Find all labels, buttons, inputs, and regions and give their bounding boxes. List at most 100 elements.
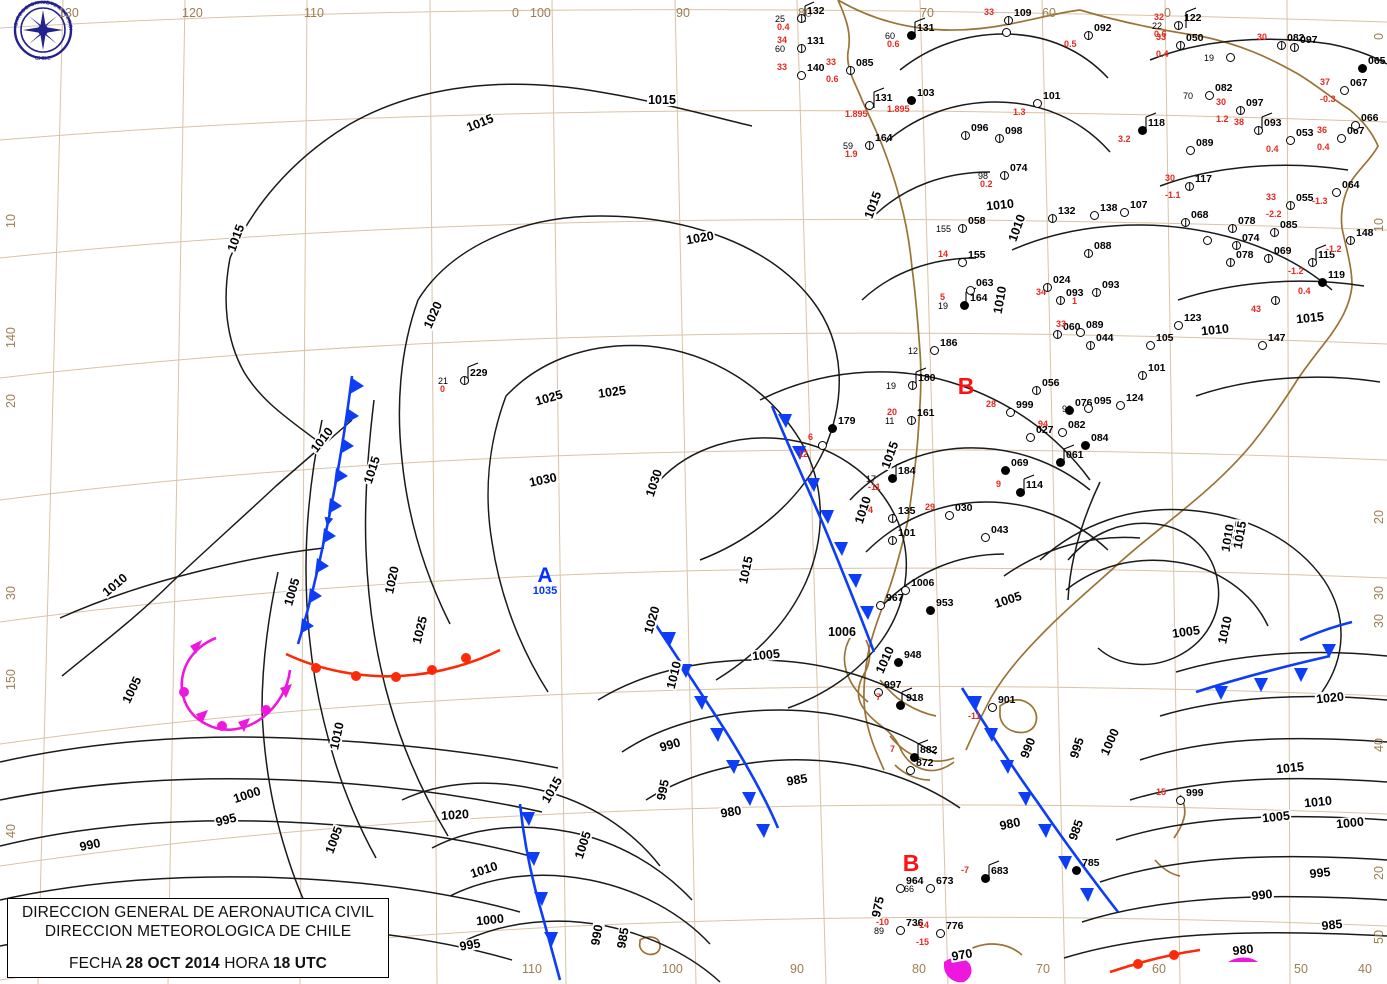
station-pressure: 061 <box>1066 449 1084 461</box>
station-pressure: 089 <box>1086 319 1104 331</box>
station-pressure: 135 <box>898 505 916 517</box>
station-pressure: 105 <box>1156 332 1174 344</box>
station-sky-cover-icon <box>1056 296 1065 305</box>
station-pressure: 097 <box>1300 34 1318 46</box>
warm-fronts <box>285 648 1201 974</box>
station-temperature: -10 <box>876 917 890 927</box>
station-pressure: 024 <box>1053 274 1071 286</box>
station-pressure: 179 <box>838 415 856 427</box>
station-pressure-tendency: 0 <box>440 384 446 394</box>
station-sky-cover-icon <box>888 536 897 545</box>
station-pressure-tendency: 1.895 <box>845 109 868 119</box>
station-sky-cover-icon <box>1086 341 1095 350</box>
station-pressure: 074 <box>1242 232 1260 244</box>
station-sky-cover-icon <box>1138 126 1147 135</box>
station-sky-cover-icon <box>876 601 885 610</box>
station-pressure: 030 <box>955 502 973 514</box>
station-sky-cover-icon <box>1120 208 1129 217</box>
station-sky-cover-icon <box>960 301 969 310</box>
station-sky-cover-icon <box>1176 41 1185 50</box>
station-visibility: 21 <box>438 376 449 386</box>
station-sky-cover-icon <box>1058 428 1067 437</box>
station-pressure-tendency: 0.4 <box>777 22 790 32</box>
station-temperature: 9 <box>996 479 1002 489</box>
station-visibility: 98 <box>978 171 989 181</box>
station-sky-cover-icon <box>901 586 910 595</box>
station-visibility: 19 <box>1204 53 1215 63</box>
station-sky-cover-icon <box>1340 86 1349 95</box>
station-pressure: 147 <box>1268 332 1286 344</box>
station-sky-cover-icon <box>1001 466 1010 475</box>
occluded-front-symbols <box>179 640 292 732</box>
station-sky-cover-icon <box>1065 406 1074 415</box>
station-temperature: 32 <box>1154 12 1165 22</box>
station-pressure-tendency: 0.4 <box>1317 142 1330 152</box>
station-sky-cover-icon <box>1043 283 1052 292</box>
station-pressure: 093 <box>1264 117 1282 129</box>
station-pressure-tendency: -1.3 <box>1312 196 1328 206</box>
station-sky-cover-icon <box>936 929 945 938</box>
station-pressure: 097 <box>1246 97 1264 109</box>
station-pressure: 043 <box>991 524 1009 536</box>
station-sky-cover-icon <box>896 926 905 935</box>
station-temperature: 33 <box>984 7 995 17</box>
agency-line-1: DIRECCION GENERAL DE AERONAUTICA CIVIL <box>21 904 375 921</box>
station-visibility: 89 <box>874 926 885 936</box>
station-sky-cover-icon <box>874 688 883 697</box>
station-pressure: 736 <box>906 917 924 929</box>
station-temperature: 33 <box>826 57 837 67</box>
station-pressure: 065 <box>1368 55 1386 67</box>
station-pressure: 161 <box>917 407 935 419</box>
station-sky-cover-icon <box>1056 458 1065 467</box>
station-temperature: -7 <box>961 865 970 875</box>
station-pressure: 123 <box>1184 312 1202 324</box>
station-visibility: 99 <box>1062 404 1073 414</box>
station-pressure-tendency: 0.5 <box>1064 39 1077 49</box>
station-pressure: 1006 <box>911 577 935 589</box>
station-temperature: 5 <box>940 292 946 302</box>
station-sky-cover-icon <box>1277 41 1286 50</box>
station-visibility: 66 <box>904 884 915 894</box>
station-sky-cover-icon <box>945 511 954 520</box>
station-pressure: 114 <box>1026 479 1043 491</box>
station-pressure: 053 <box>1296 127 1314 139</box>
station-sky-cover-icon <box>1185 182 1194 191</box>
station-sky-cover-icon <box>888 474 897 483</box>
station-pressure-tendency: 1.9 <box>845 149 858 159</box>
station-visibility: 12 <box>908 346 919 356</box>
station-sky-cover-icon <box>1033 99 1042 108</box>
station-sky-cover-icon <box>910 753 919 762</box>
station-visibility: 19 <box>886 381 897 391</box>
station-pressure: 117 <box>1195 173 1212 185</box>
station-visibility: 17 <box>866 474 877 484</box>
station-pressure: 776 <box>946 920 964 932</box>
compass-rose-icon: DIRECCION METEOROLOGICA CHILE <box>2 0 73 62</box>
station-pressure: 103 <box>917 87 935 99</box>
occluded-front <box>180 636 292 731</box>
station-sky-cover-icon <box>1081 441 1090 450</box>
station-pressure: 089 <box>1196 137 1214 149</box>
station-sky-cover-icon <box>1203 236 1212 245</box>
station-sky-cover-icon <box>961 131 970 140</box>
graticule-parallels <box>0 9 1387 981</box>
station-sky-cover-icon <box>907 31 916 40</box>
station-sky-cover-icon <box>865 101 874 110</box>
station-pressure: 184 <box>898 465 916 477</box>
station-pressure: 683 <box>991 865 1009 877</box>
station-sky-cover-icon <box>1174 321 1183 330</box>
station-sky-cover-icon <box>846 66 855 75</box>
station-visibility: 22 <box>1152 21 1163 31</box>
station-pressure-tendency: 1.895 <box>887 104 910 114</box>
station-pressure: 074 <box>1010 162 1028 174</box>
station-pressure: 119 <box>1328 269 1345 281</box>
station-pressure-tendency: 3.2 <box>1118 134 1131 144</box>
station-pressure: 953 <box>936 597 954 609</box>
station-pressure-tendency: -1.1 <box>1165 190 1181 200</box>
logo-country-text: CHILE <box>35 56 51 62</box>
station-sky-cover-icon <box>1026 433 1035 442</box>
station-sky-cover-icon <box>888 514 897 523</box>
station-sky-cover-icon <box>1084 31 1093 40</box>
station-sky-cover-icon <box>981 874 990 883</box>
station-pressure: 050 <box>1186 32 1204 44</box>
